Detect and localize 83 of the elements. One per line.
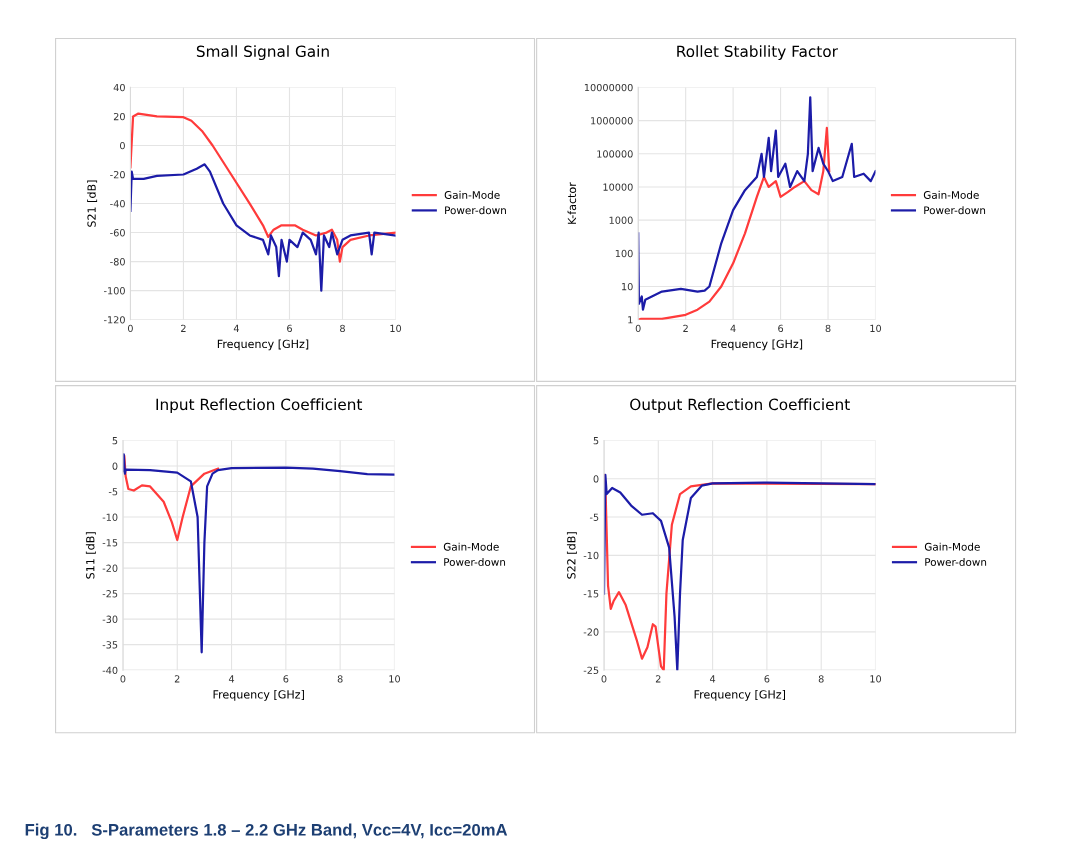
x-tick-label: 8	[340, 324, 345, 333]
y-tick-label: -20	[102, 564, 118, 572]
y-tick-label: -35	[102, 641, 118, 649]
x-tick-label: 6	[287, 324, 292, 333]
y-tick-label: -40	[102, 666, 118, 675]
x-tick-label: 2	[174, 675, 180, 683]
line-series	[638, 126, 831, 320]
y-tick-label: 10000	[603, 183, 633, 191]
y-tick-label: 1	[628, 316, 633, 324]
x-tick-label: 2	[181, 324, 186, 332]
chart-title: Input Reflection Coefficient	[156, 398, 363, 414]
y-tick-label: 5	[593, 437, 599, 445]
x-tick-label: 4	[709, 675, 716, 683]
x-axis-title: Frequency [GHz]	[694, 690, 785, 701]
x-tick-label: 8	[825, 324, 831, 333]
y-tick-label: 10000000	[584, 83, 633, 92]
y-tick-label: -10	[102, 513, 118, 521]
y-tick-label: 5	[112, 437, 118, 445]
x-tick-label: 2	[655, 675, 661, 683]
x-tick-label: 10	[870, 675, 882, 683]
x-tick-label: 10	[389, 675, 400, 683]
legend-label: Power-down	[924, 206, 986, 215]
chart-title: Small Signal Gain	[196, 45, 329, 61]
y-axis-title: S11 [dB]	[85, 532, 96, 579]
y-tick-label: -15	[102, 539, 118, 547]
y-tick-label: 0	[593, 475, 599, 483]
y-axis-title: S22 [dB]	[566, 532, 577, 579]
legend-label: Power-down	[444, 557, 506, 566]
y-tick-label: -5	[108, 488, 118, 496]
y-tick-label: -40	[110, 200, 125, 208]
y-tick-label: -15	[583, 590, 599, 598]
y-tick-label: 100000	[597, 150, 633, 158]
x-tick-label: 2	[683, 324, 688, 332]
y-tick-label: -120	[103, 316, 125, 324]
y-tick-label: -100	[103, 287, 125, 295]
x-axis-title: Frequency [GHz]	[711, 339, 803, 351]
y-tick-label: -25	[102, 590, 118, 598]
chart-title: Rollet Stability Factor	[677, 45, 838, 61]
y-axis-title: K-factor	[567, 182, 577, 224]
x-tick-label: 6	[778, 324, 784, 333]
legend-label: Gain-Mode	[444, 190, 500, 199]
legend-label: Gain-Mode	[443, 542, 499, 551]
y-tick-label: 20	[113, 112, 125, 121]
line-series	[130, 112, 396, 263]
x-tick-label: 0	[635, 324, 641, 333]
caption: Fig 10. S-Parameters 1.8 – 2.2 GHz Band, Vcc=4V, Icc=20mA	[25, 823, 508, 840]
x-tick-label: 0	[127, 324, 133, 333]
y-tick-label: 0	[112, 462, 118, 470]
legend-label: Power-down	[445, 206, 506, 215]
x-tick-label: 10	[870, 324, 882, 333]
y-tick-label: 40	[113, 83, 125, 92]
y-tick-label: 10	[622, 282, 633, 291]
y-tick-label: -10	[583, 551, 599, 560]
line-series	[122, 453, 395, 654]
y-tick-label: -60	[110, 229, 125, 237]
legend-label: Gain-Mode	[923, 190, 979, 199]
y-tick-label: 100	[615, 249, 633, 258]
y-tick-label: -20	[110, 170, 125, 179]
y-tick-label: -30	[102, 615, 118, 623]
line-series	[122, 454, 220, 542]
y-tick-label: -5	[589, 513, 599, 521]
y-tick-label: 1000000	[591, 117, 633, 125]
x-axis-title: Frequency [GHz]	[213, 690, 304, 701]
legend-label: Power-down	[925, 557, 987, 566]
y-tick-label: -20	[583, 628, 599, 636]
x-tick-label: 6	[283, 675, 289, 683]
x-tick-label: 8	[337, 675, 343, 683]
y-axis-title: S21 [dB]	[87, 180, 98, 227]
y-tick-label: -80	[110, 258, 125, 266]
x-tick-label: 4	[730, 324, 736, 332]
x-tick-label: 4	[228, 675, 235, 683]
line-series	[638, 96, 876, 311]
y-tick-label: -25	[583, 666, 599, 675]
x-tick-label: 4	[233, 324, 240, 332]
x-tick-label: 10	[390, 324, 402, 333]
x-axis-title: Frequency [GHz]	[217, 339, 309, 351]
x-tick-label: 8	[818, 675, 824, 683]
y-tick-label: 1000	[609, 216, 633, 224]
line-series	[130, 163, 396, 292]
x-tick-label: 6	[764, 675, 770, 683]
y-tick-label: 0	[120, 141, 125, 150]
chart-title: Output Reflection Coefficient	[630, 398, 850, 414]
legend-label: Gain-Mode	[924, 542, 980, 551]
